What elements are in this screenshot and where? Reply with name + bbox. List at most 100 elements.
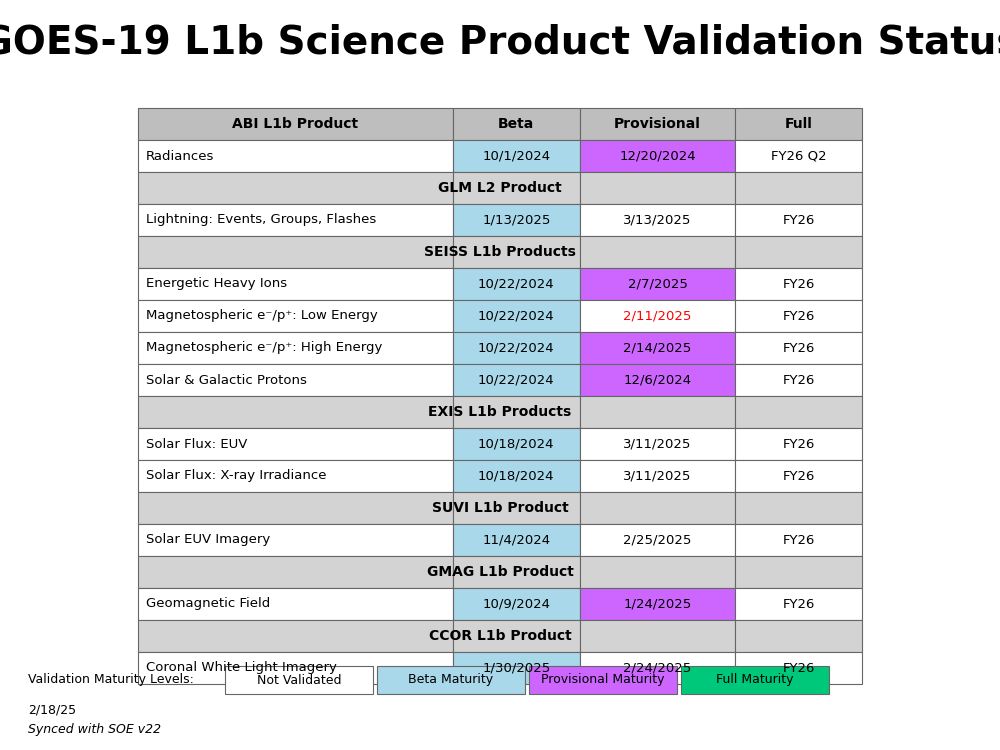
Bar	[580, 204, 735, 236]
Text: 10/18/2024: 10/18/2024	[478, 470, 555, 482]
Text: GMAG L1b Product: GMAG L1b Product	[427, 565, 573, 579]
Text: Synced with SOE v22: Synced with SOE v22	[28, 724, 161, 736]
Bar	[138, 588, 453, 620]
Bar	[453, 140, 580, 172]
Text: FY26: FY26	[782, 310, 815, 322]
Bar	[453, 172, 580, 204]
Text: FY26 Q2: FY26 Q2	[771, 149, 826, 163]
Text: SUVI L1b Product: SUVI L1b Product	[432, 501, 568, 515]
Bar	[580, 492, 735, 524]
Bar	[453, 620, 580, 652]
Text: Full Maturity: Full Maturity	[716, 674, 794, 686]
Bar	[377, 666, 525, 694]
Bar	[453, 364, 580, 396]
Bar	[225, 666, 373, 694]
Bar	[138, 108, 453, 140]
Bar	[453, 396, 580, 428]
Bar	[735, 268, 862, 300]
Text: Geomagnetic Field: Geomagnetic Field	[146, 598, 270, 610]
Text: 2/18/25: 2/18/25	[28, 704, 76, 716]
Bar	[735, 428, 862, 460]
Bar	[138, 204, 453, 236]
Bar	[453, 332, 580, 364]
Text: FY26: FY26	[782, 662, 815, 674]
Text: Beta Maturity: Beta Maturity	[408, 674, 494, 686]
Bar	[735, 204, 862, 236]
Bar	[138, 492, 453, 524]
Text: 2/25/2025: 2/25/2025	[623, 533, 692, 547]
Bar	[138, 268, 453, 300]
Text: Solar & Galactic Protons: Solar & Galactic Protons	[146, 374, 307, 386]
Text: 3/11/2025: 3/11/2025	[623, 470, 692, 482]
Text: Coronal White Light Imagery: Coronal White Light Imagery	[146, 662, 337, 674]
Bar	[138, 556, 453, 588]
Text: Lightning: Events, Groups, Flashes: Lightning: Events, Groups, Flashes	[146, 214, 376, 226]
Bar	[735, 556, 862, 588]
Bar	[735, 396, 862, 428]
Text: Radiances: Radiances	[146, 149, 214, 163]
Bar	[580, 236, 735, 268]
Bar	[580, 332, 735, 364]
Text: FY26: FY26	[782, 214, 815, 226]
Bar	[580, 268, 735, 300]
Bar	[735, 140, 862, 172]
Text: Beta: Beta	[498, 117, 534, 131]
Bar	[138, 300, 453, 332]
Bar	[735, 364, 862, 396]
Text: Solar Flux: X-ray Irradiance: Solar Flux: X-ray Irradiance	[146, 470, 326, 482]
Bar	[453, 236, 580, 268]
Text: FY26: FY26	[782, 533, 815, 547]
Bar	[681, 666, 829, 694]
Bar	[580, 620, 735, 652]
Bar	[453, 492, 580, 524]
Text: Validation Maturity Levels:: Validation Maturity Levels:	[28, 674, 194, 686]
Text: Energetic Heavy Ions: Energetic Heavy Ions	[146, 278, 287, 290]
Bar	[580, 460, 735, 492]
Bar	[580, 524, 735, 556]
Bar	[529, 666, 677, 694]
Text: Solar Flux: EUV: Solar Flux: EUV	[146, 437, 247, 451]
Text: GOES-19 L1b Science Product Validation Status: GOES-19 L1b Science Product Validation S…	[0, 23, 1000, 61]
Bar	[580, 172, 735, 204]
Bar	[735, 300, 862, 332]
Bar	[580, 140, 735, 172]
Text: FY26: FY26	[782, 598, 815, 610]
Text: FY26: FY26	[782, 278, 815, 290]
Text: 1/24/2025: 1/24/2025	[623, 598, 692, 610]
Bar	[735, 492, 862, 524]
Bar	[453, 588, 580, 620]
Text: Not Validated: Not Validated	[257, 674, 341, 686]
Text: GLM L2 Product: GLM L2 Product	[438, 181, 562, 195]
Bar	[138, 396, 453, 428]
Bar	[138, 524, 453, 556]
Bar	[735, 236, 862, 268]
Bar	[453, 524, 580, 556]
Text: 10/22/2024: 10/22/2024	[478, 374, 555, 386]
Bar	[453, 460, 580, 492]
Bar	[735, 620, 862, 652]
Text: 2/11/2025: 2/11/2025	[623, 310, 692, 322]
Text: 10/9/2024: 10/9/2024	[482, 598, 550, 610]
Text: EXIS L1b Products: EXIS L1b Products	[428, 405, 572, 419]
Text: 10/22/2024: 10/22/2024	[478, 278, 555, 290]
Bar	[453, 108, 580, 140]
Bar	[580, 556, 735, 588]
Text: Provisional Maturity: Provisional Maturity	[541, 674, 665, 686]
Text: 11/4/2024: 11/4/2024	[482, 533, 550, 547]
Bar	[735, 652, 862, 684]
Text: 10/22/2024: 10/22/2024	[478, 341, 555, 355]
Bar	[580, 364, 735, 396]
Bar	[735, 460, 862, 492]
Bar	[453, 268, 580, 300]
Bar	[453, 204, 580, 236]
Text: Full: Full	[785, 117, 813, 131]
Text: SEISS L1b Products: SEISS L1b Products	[424, 245, 576, 259]
Bar	[735, 108, 862, 140]
Text: Magnetospheric e⁻/p⁺: Low Energy: Magnetospheric e⁻/p⁺: Low Energy	[146, 310, 378, 322]
Bar	[580, 108, 735, 140]
Text: CCOR L1b Product: CCOR L1b Product	[429, 629, 571, 643]
Bar	[138, 140, 453, 172]
Text: 10/18/2024: 10/18/2024	[478, 437, 555, 451]
Bar	[580, 428, 735, 460]
Bar	[580, 396, 735, 428]
